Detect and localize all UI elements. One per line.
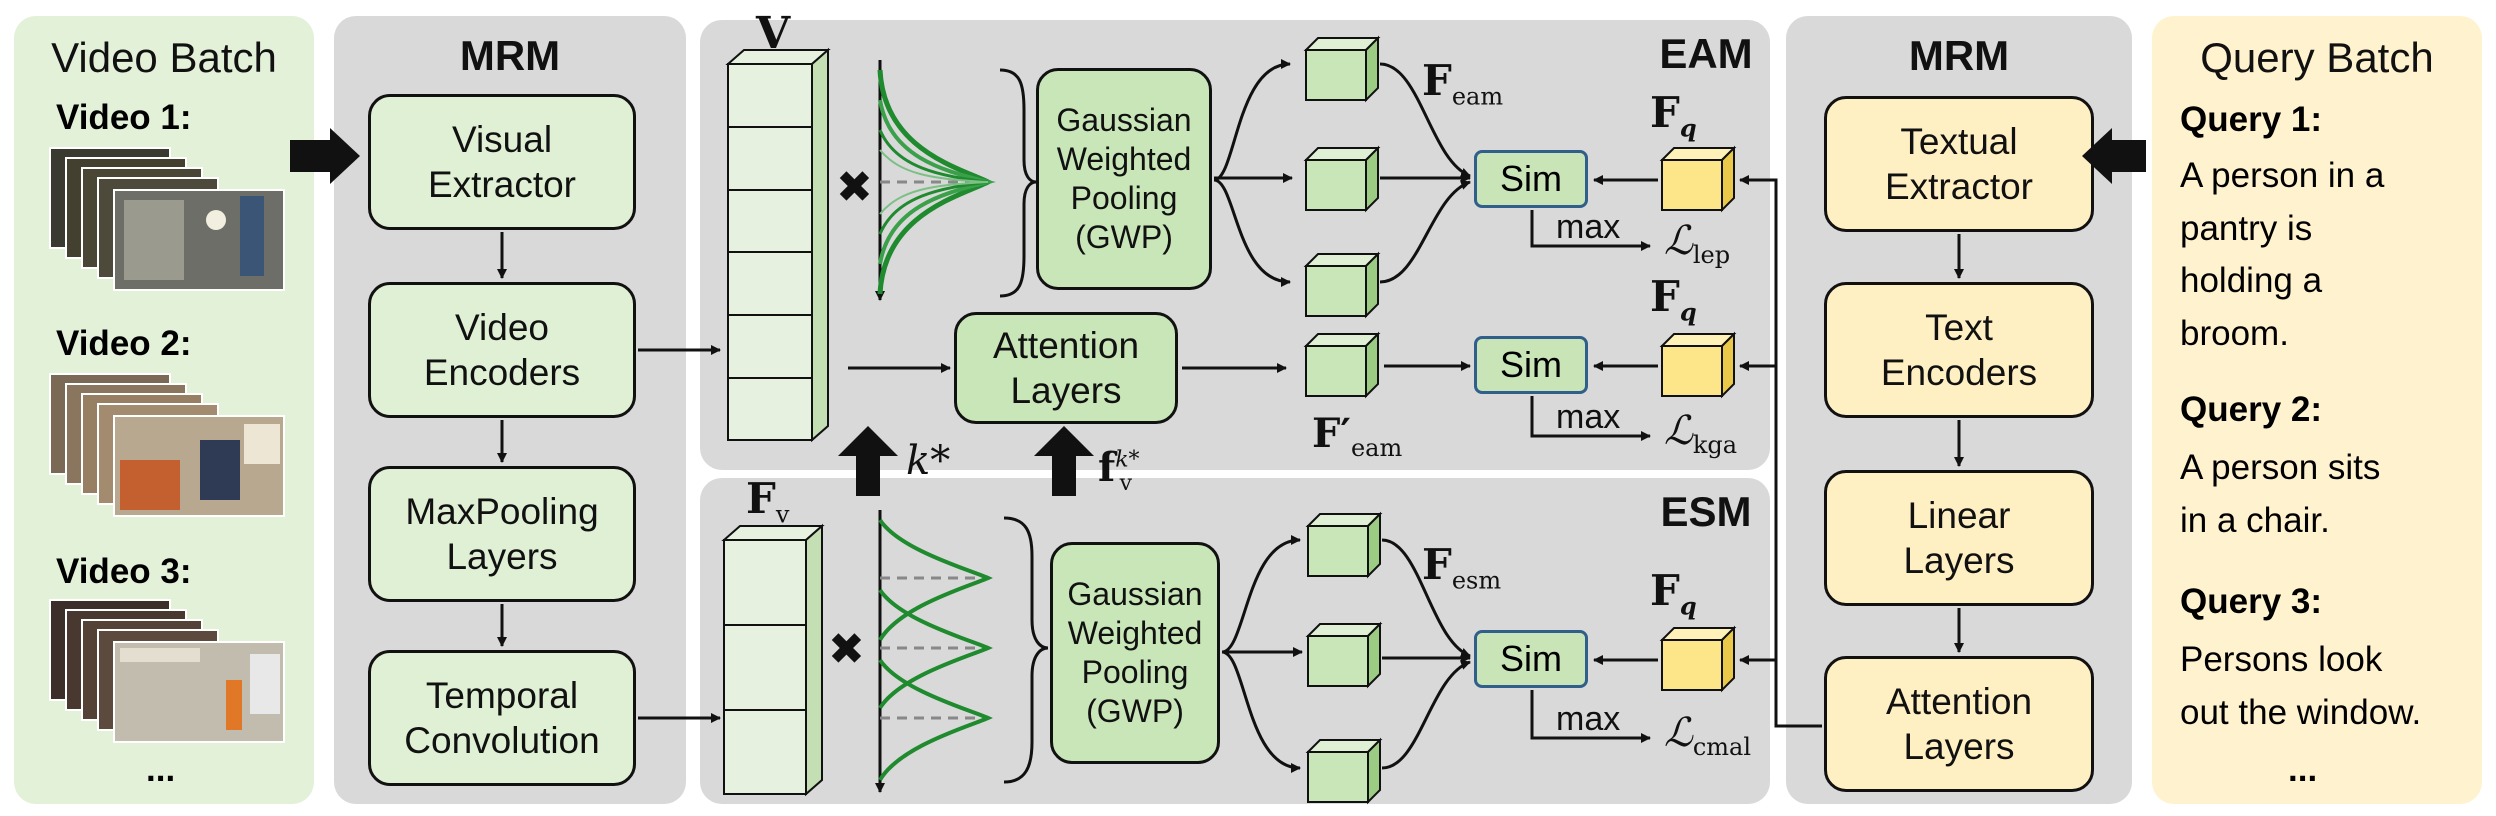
fv-feature-bar bbox=[721, 523, 825, 797]
video-encoders-box: Video Encoders bbox=[368, 282, 636, 418]
esm-brace bbox=[1003, 516, 1049, 784]
video-input-arrow bbox=[290, 128, 360, 184]
loss-kga-label: ℒkga bbox=[1664, 408, 1738, 459]
esm-title: ESM bbox=[1660, 488, 1752, 535]
video-1-label: Video 1: bbox=[56, 98, 192, 137]
query-3-text: Persons look out the window. bbox=[2180, 640, 2422, 732]
query-batch-panel bbox=[2152, 16, 2482, 804]
fq-label-eam-top: Fq bbox=[1650, 88, 1697, 143]
multiply-icon-eam: ✖ bbox=[836, 162, 873, 213]
video-2-label: Video 2: bbox=[56, 324, 192, 363]
sim-box-eam-bottom: Sim bbox=[1474, 336, 1588, 394]
maxpooling-layers-box: MaxPooling Layers bbox=[368, 466, 636, 602]
video-batch-title: Video Batch bbox=[51, 34, 277, 81]
eam-brace bbox=[999, 68, 1037, 298]
k-star-label: k* bbox=[906, 438, 951, 484]
query-batch-ellipsis: ... bbox=[2288, 750, 2318, 789]
eam-title: EAM bbox=[1659, 30, 1753, 77]
attention-layers-eam-box: Attention Layers bbox=[954, 312, 1178, 424]
video-3-frames bbox=[49, 599, 285, 743]
fq-cubes bbox=[1659, 145, 1737, 693]
query-1-text: A person in a pantry is holding a broom. bbox=[2180, 156, 2385, 353]
visual-extractor-box: Visual Extractor bbox=[368, 94, 636, 230]
mrm-right-title: MRM bbox=[1908, 32, 2010, 79]
video-3-label: Video 3: bbox=[56, 552, 192, 591]
max-label-esm: max bbox=[1556, 700, 1621, 738]
eam-gaussian-curves bbox=[875, 60, 996, 301]
sim-box-eam-top: Sim bbox=[1474, 150, 1588, 208]
eam-gwp-box: Gaussian Weighted Pooling (GWP) bbox=[1036, 68, 1212, 290]
query-input-arrow bbox=[2082, 128, 2146, 184]
linear-layers-box: Linear Layers bbox=[1824, 470, 2094, 606]
max-label-eam-bottom: max bbox=[1556, 398, 1621, 436]
attention-layers-text-box: Attention Layers bbox=[1824, 656, 2094, 792]
loss-cmal-label: ℒcmal bbox=[1664, 710, 1751, 761]
query-1-label: Query 1: bbox=[2180, 100, 2322, 139]
v-feature-bar bbox=[725, 47, 831, 443]
multiply-icon-esm: ✖ bbox=[828, 624, 865, 675]
video-1-frames bbox=[49, 147, 285, 291]
eam-feature-cubes bbox=[1303, 35, 1381, 399]
fv-k-up-arrow bbox=[1034, 426, 1094, 496]
text-encoders-box: Text Encoders bbox=[1824, 282, 2094, 418]
textual-extractor-box: Textual Extractor bbox=[1824, 96, 2094, 232]
sim-box-esm: Sim bbox=[1474, 630, 1588, 688]
fv-feature-label: Fv bbox=[746, 474, 790, 529]
loss-lep-label: ℒlep bbox=[1664, 218, 1731, 269]
f-eam-prime-label: F′eam bbox=[1312, 410, 1403, 462]
query-3-label: Query 3: bbox=[2180, 582, 2322, 621]
mrm-left-title: MRM bbox=[459, 32, 561, 79]
esm-feature-cubes bbox=[1305, 511, 1383, 805]
k-star-up-arrow bbox=[838, 426, 898, 496]
f-esm-label: Fesm bbox=[1422, 540, 1502, 595]
query-batch-title: Query Batch bbox=[2200, 34, 2434, 81]
max-label-eam-top: max bbox=[1556, 208, 1621, 246]
f-eam-label: Feam bbox=[1422, 56, 1504, 111]
query-2-label: Query 2: bbox=[2180, 390, 2322, 429]
fq-label-eam-bottom: Fq bbox=[1650, 272, 1697, 327]
video-batch-ellipsis: ... bbox=[146, 750, 176, 789]
fq-label-esm: Fq bbox=[1650, 566, 1697, 621]
temporal-convolution-box: Temporal Convolution bbox=[368, 650, 636, 786]
esm-gwp-box: Gaussian Weighted Pooling (GWP) bbox=[1050, 542, 1220, 764]
query-2-text: A person sits in a chair. bbox=[2180, 448, 2381, 540]
video-2-frames bbox=[49, 373, 285, 517]
esm-gaussian-curves bbox=[875, 510, 993, 793]
fv-k-label: fk*v bbox=[1098, 444, 1140, 496]
